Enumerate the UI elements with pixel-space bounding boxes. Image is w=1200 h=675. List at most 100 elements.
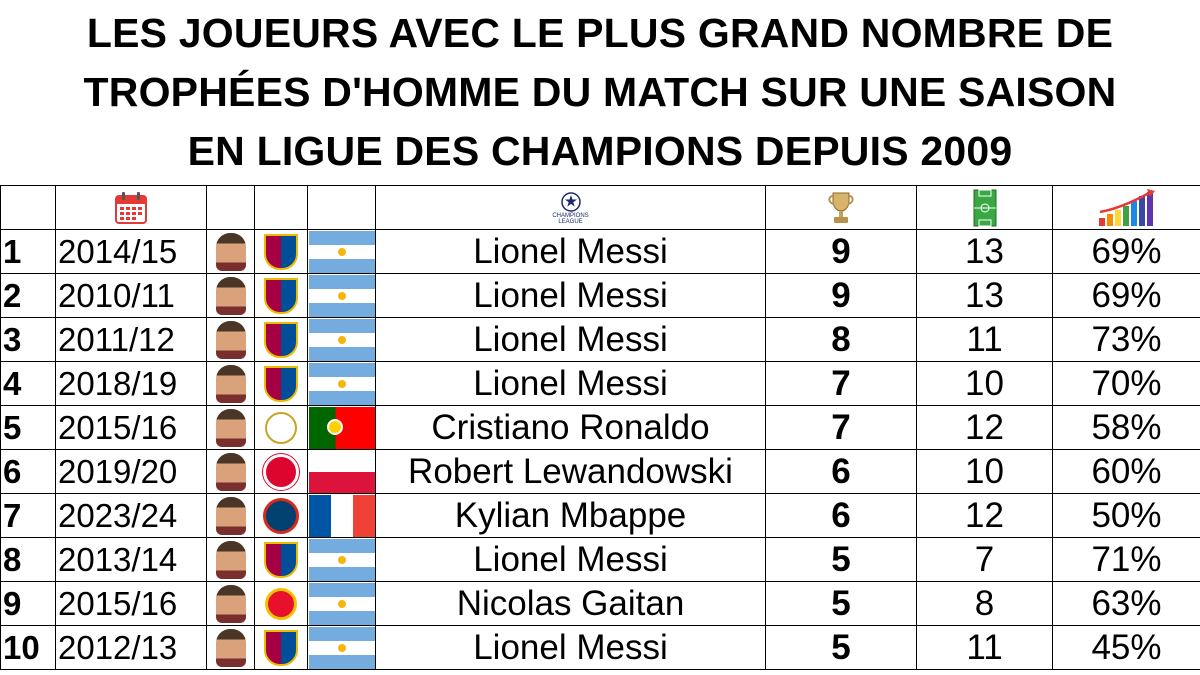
header-games-cell	[916, 185, 1053, 230]
rank-cell: 8	[0, 537, 56, 582]
title-line-3: EN LIGUE DES CHAMPIONS DEPUIS 2009	[187, 128, 1013, 174]
rank-cell: 10	[0, 625, 56, 670]
percentage-cell: 69%	[1052, 229, 1200, 274]
table-row: 1 2014/15 Lionel Messi 9 13 69%	[0, 229, 1200, 274]
motm-count-cell: 5	[765, 625, 917, 670]
club-crest-cell	[254, 273, 308, 318]
percentage-cell: 63%	[1052, 581, 1200, 626]
player-photo-cell	[206, 537, 255, 582]
games-count-cell: 12	[916, 493, 1053, 538]
player-name-cell: Lionel Messi	[375, 317, 766, 362]
country-flag-cell	[307, 625, 376, 670]
table-row: 9 2015/16 Nicolas Gaitan 5 8 63%	[0, 581, 1200, 626]
header-pct-cell	[1052, 185, 1200, 230]
rank-cell: 5	[0, 405, 56, 450]
season-cell: 2012/13	[55, 625, 207, 670]
season-cell: 2013/14	[55, 537, 207, 582]
table-row: 4 2018/19 Lionel Messi 7 10 70%	[0, 361, 1200, 406]
title-line-2: TROPHÉES D'HOMME DU MATCH SUR UNE SAISON	[83, 69, 1117, 115]
rank-cell: 2	[0, 273, 56, 318]
club-crest-icon	[264, 321, 298, 358]
rank-cell: 6	[0, 449, 56, 494]
club-crest-cell	[254, 405, 308, 450]
page-title: LES JOUEURS AVEC LE PLUS GRAND NOMBRE DE…	[0, 4, 1200, 181]
club-crest-cell	[254, 229, 308, 274]
percentage-cell: 50%	[1052, 493, 1200, 538]
table-row: 6 2019/20 Robert Lewandowski 6 10 60%	[0, 449, 1200, 494]
percentage-cell: 58%	[1052, 405, 1200, 450]
percentage-cell: 71%	[1052, 537, 1200, 582]
rank-cell: 7	[0, 493, 56, 538]
player-photo-cell	[206, 625, 255, 670]
player-photo	[215, 276, 246, 315]
ranking-table: CHAMPIONS LEAGUE	[0, 185, 1200, 670]
club-crest-cell	[254, 361, 308, 406]
country-flag-icon	[308, 538, 375, 581]
games-count-cell: 12	[916, 405, 1053, 450]
motm-count-cell: 6	[765, 449, 917, 494]
player-photo-cell	[206, 405, 255, 450]
country-flag-icon	[308, 450, 375, 493]
country-flag-cell	[307, 581, 376, 626]
club-crest-icon	[265, 587, 297, 620]
player-name-cell: Lionel Messi	[375, 537, 766, 582]
country-flag-cell	[307, 493, 376, 538]
rank-cell: 9	[0, 581, 56, 626]
country-flag-cell	[307, 317, 376, 362]
calendar-icon	[115, 191, 147, 224]
club-crest-icon	[263, 453, 299, 490]
header-row: CHAMPIONS LEAGUE	[0, 185, 1200, 230]
country-flag-icon	[308, 318, 375, 361]
motm-count-cell: 7	[765, 405, 917, 450]
season-cell: 2011/12	[55, 317, 207, 362]
country-flag-icon	[308, 274, 375, 317]
table-row: 8 2013/14 Lionel Messi 5 7 71%	[0, 537, 1200, 582]
motm-count-cell: 8	[765, 317, 917, 362]
champions-league-star-ball-icon	[560, 191, 581, 212]
percentage-cell: 69%	[1052, 273, 1200, 318]
champions-league-text: CHAMPIONS LEAGUE	[552, 212, 589, 225]
player-photo	[215, 584, 246, 623]
table-row: 3 2011/12 Lionel Messi 8 11 73%	[0, 317, 1200, 362]
country-flag-icon	[308, 406, 375, 449]
header-flag-cell	[307, 185, 376, 230]
player-photo	[215, 452, 246, 491]
table-row: 10 2012/13 Lionel Messi 5 11 45%	[0, 625, 1200, 670]
country-flag-cell	[307, 361, 376, 406]
table-row: 5 2015/16 Cristiano Ronaldo 7 12 58%	[0, 405, 1200, 450]
table-row: 2 2010/11 Lionel Messi 9 13 69%	[0, 273, 1200, 318]
player-name-cell: Cristiano Ronaldo	[375, 405, 766, 450]
player-photo	[215, 232, 246, 271]
club-crest-cell	[254, 625, 308, 670]
rank-cell: 1	[0, 229, 56, 274]
table-row: 7 2023/24 Kylian Mbappe 6 12 50%	[0, 493, 1200, 538]
percentage-cell: 60%	[1052, 449, 1200, 494]
player-name-cell: Kylian Mbappe	[375, 493, 766, 538]
motm-count-cell: 5	[765, 537, 917, 582]
games-count-cell: 8	[916, 581, 1053, 626]
games-count-cell: 13	[916, 229, 1053, 274]
player-photo-cell	[206, 493, 255, 538]
header-rank-cell	[0, 185, 56, 230]
country-flag-icon	[308, 362, 375, 405]
club-crest-cell	[254, 493, 308, 538]
player-photo	[215, 628, 246, 667]
season-cell: 2015/16	[55, 405, 207, 450]
club-crest-cell	[254, 317, 308, 362]
football-pitch-icon	[973, 189, 996, 226]
percentage-cell: 70%	[1052, 361, 1200, 406]
header-club-cell	[254, 185, 308, 230]
club-crest-icon	[264, 541, 298, 578]
games-count-cell: 10	[916, 449, 1053, 494]
country-flag-icon	[308, 494, 375, 537]
country-flag-cell	[307, 273, 376, 318]
club-crest-icon	[264, 365, 298, 402]
title-line-1: LES JOUEURS AVEC LE PLUS GRAND NOMBRE DE	[86, 10, 1114, 56]
header-player-cell: CHAMPIONS LEAGUE	[375, 185, 766, 230]
champions-league-logo: CHAMPIONS LEAGUE	[548, 191, 594, 225]
club-crest-cell	[254, 449, 308, 494]
country-flag-icon	[308, 582, 375, 625]
percentage-cell: 73%	[1052, 317, 1200, 362]
country-flag-cell	[307, 449, 376, 494]
country-flag-cell	[307, 405, 376, 450]
